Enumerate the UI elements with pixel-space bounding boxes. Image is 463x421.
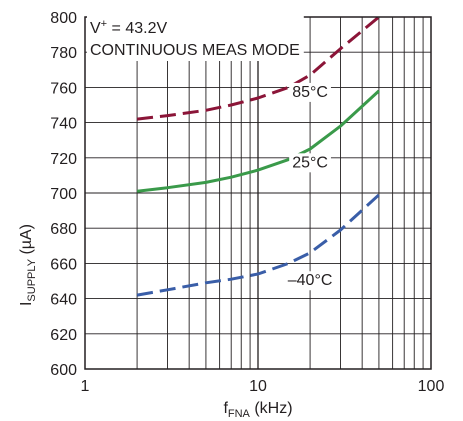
annotation-line-2: CONTINUOUS MEAS MODE <box>90 42 300 59</box>
series-line <box>136 15 380 121</box>
series-group <box>136 15 380 297</box>
y-tick-label: 700 <box>50 186 77 203</box>
x-tick-label: 10 <box>249 378 267 395</box>
y-axis-title: ISUPPLY (µA) <box>18 224 38 306</box>
x-axis-title: fFNA (kHz) <box>223 400 292 420</box>
y-tick-label: 780 <box>50 45 77 62</box>
series-line <box>136 193 380 297</box>
grid <box>85 16 431 370</box>
series-label: –40°C <box>288 272 333 289</box>
y-tick-label: 740 <box>50 116 77 133</box>
series-line <box>136 89 380 193</box>
series-label: 25°C <box>292 154 328 171</box>
y-tick-label: 680 <box>50 221 77 238</box>
y-tick-label: 800 <box>50 10 77 27</box>
series-label-background <box>289 153 331 173</box>
y-tick-label: 720 <box>50 151 77 168</box>
y-tick-label: 600 <box>50 362 77 379</box>
x-tick-label: 100 <box>418 378 445 395</box>
x-tick-labels: 1 10 100 <box>81 378 445 395</box>
annotation-background <box>87 16 304 61</box>
y-tick-label: 640 <box>50 292 77 309</box>
y-tick-label: 620 <box>50 327 77 344</box>
series-labels: 85°C 25°C –40°C <box>284 82 336 291</box>
x-tick-label: 1 <box>81 378 90 395</box>
series-label-background <box>284 271 336 291</box>
y-tick-labels: 600 620 640 660 680 700 720 740 760 780 800 <box>50 10 77 379</box>
series-label: 85°C <box>292 84 328 101</box>
series-label-background <box>289 82 331 102</box>
y-tick-label: 660 <box>50 256 77 273</box>
annotation-line-1: V+ = 43.2V <box>90 18 167 37</box>
y-tick-label: 760 <box>50 80 77 97</box>
